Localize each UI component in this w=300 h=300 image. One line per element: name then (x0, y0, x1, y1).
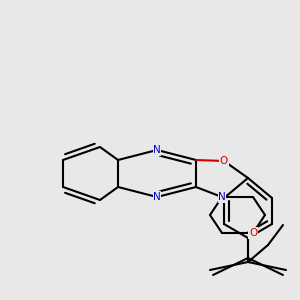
Text: O: O (220, 156, 228, 166)
Text: N: N (153, 145, 161, 155)
Text: N: N (218, 192, 226, 202)
Text: N: N (153, 192, 161, 202)
Text: O: O (249, 228, 257, 238)
